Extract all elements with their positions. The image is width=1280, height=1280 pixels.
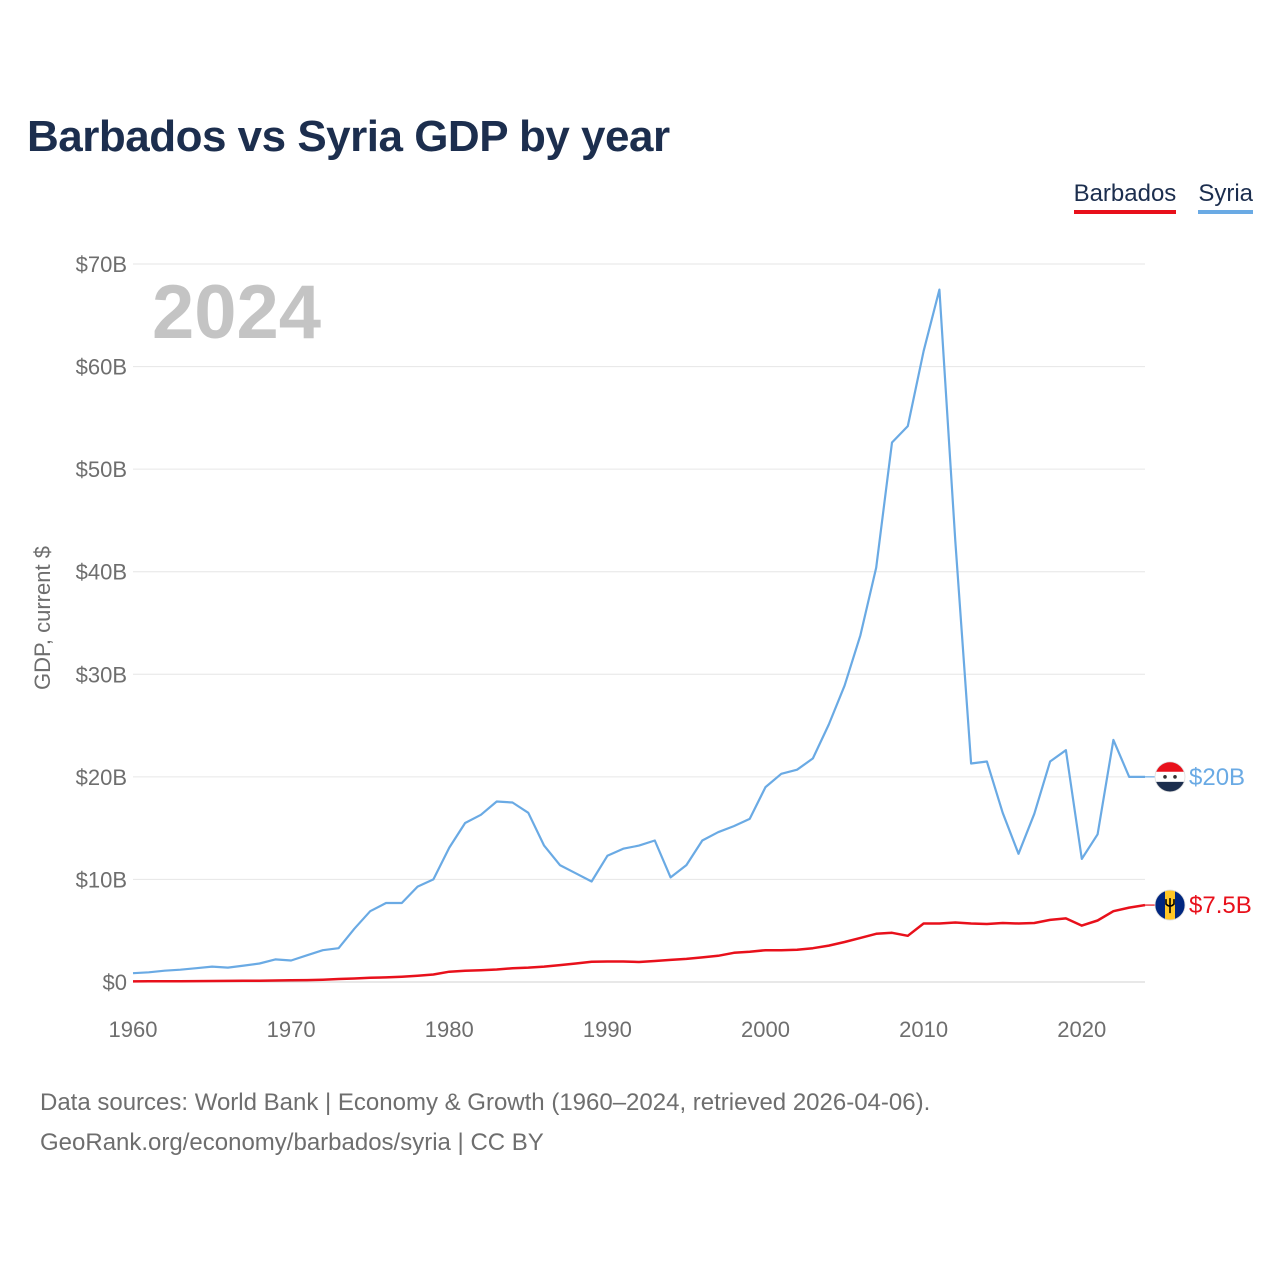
- x-tick-label: 2020: [1057, 1017, 1106, 1042]
- gridlines: [133, 263, 1145, 983]
- year-watermark: 2024: [152, 270, 321, 355]
- y-tick-label: $50B: [76, 457, 127, 482]
- y-tick-label: $0: [103, 970, 127, 995]
- syria-flag-icon: [1154, 761, 1186, 793]
- georank-link[interactable]: GeoRank.org/economy/barbados/syria: [40, 1129, 451, 1156]
- barbados-flag-icon: [1154, 889, 1186, 921]
- legend-item-syria[interactable]: Syria: [1198, 180, 1253, 214]
- attribution: GeoRank.org/economy/barbados/syria | CC …: [40, 1123, 930, 1163]
- line-chart: $0$10B$20B$30B$40B$50B$60B$70B 1960 1970 1…: [30, 252, 1252, 1042]
- series-line-syria[interactable]: [132, 288, 1145, 975]
- y-tick-label: $20B: [76, 765, 127, 790]
- x-tick-label: 1970: [267, 1017, 316, 1042]
- y-axis-label: GDP, current $: [30, 546, 55, 690]
- end-value-label-barbados: $7.5B: [1189, 892, 1252, 919]
- series-line-barbados[interactable]: [132, 903, 1146, 983]
- x-axis-ticks: 1960 1970 1980 1990 2000 2010 2020: [109, 1017, 1107, 1042]
- license: | CC BY: [450, 1129, 544, 1156]
- footer: Data sources: World Bank | Economy & Gro…: [40, 1083, 930, 1163]
- y-tick-label: $10B: [76, 867, 127, 892]
- x-tick-label: 2010: [899, 1017, 948, 1042]
- data-sources: Data sources: World Bank | Economy & Gro…: [40, 1089, 931, 1116]
- x-tick-label: 1980: [425, 1017, 474, 1042]
- chart-title: Barbados vs Syria GDP by year: [27, 112, 670, 161]
- y-tick-label: $40B: [76, 560, 127, 585]
- y-tick-label: $70B: [76, 252, 127, 277]
- end-value-label-syria: $20B: [1189, 764, 1245, 791]
- legend: Barbados Syria: [1073, 180, 1253, 214]
- x-tick-label: 2000: [741, 1017, 790, 1042]
- series-lines: [132, 288, 1146, 983]
- y-tick-label: $60B: [76, 355, 127, 380]
- legend-item-barbados[interactable]: Barbados: [1073, 180, 1177, 214]
- series-end-labels: $7.5B $20B: [1145, 761, 1252, 921]
- x-tick-label: 1960: [109, 1017, 158, 1042]
- y-tick-label: $30B: [76, 662, 127, 687]
- y-axis-ticks: $0 $10B $20B $30B $40B $50B $60B $70B: [76, 252, 127, 995]
- x-tick-label: 1990: [583, 1017, 632, 1042]
